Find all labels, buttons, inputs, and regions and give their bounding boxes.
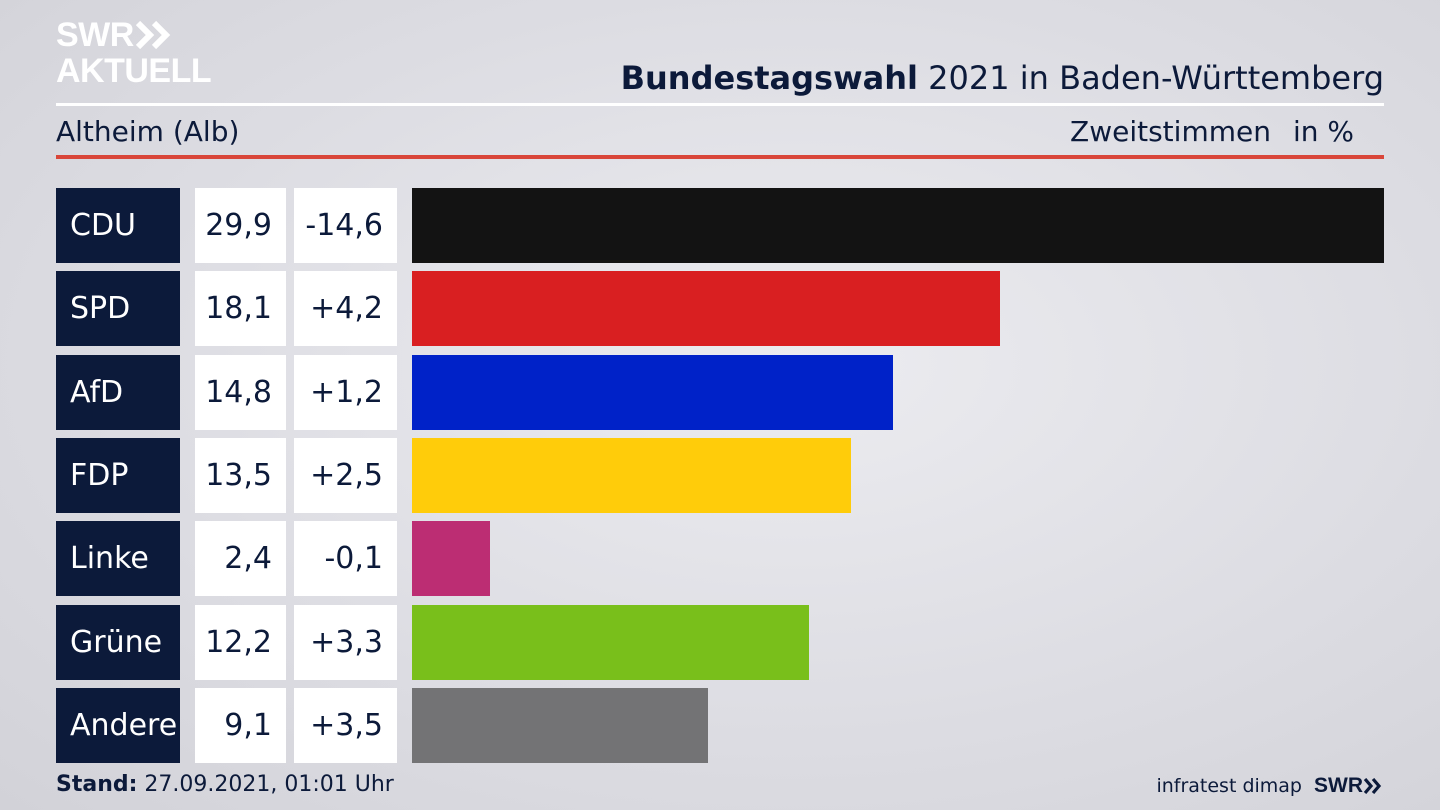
brand-chevron-icon [1364, 778, 1382, 794]
accent-divider [56, 155, 1384, 159]
double-chevron-icon [136, 21, 171, 49]
logo-line2: AKTUELL [56, 52, 212, 90]
party-label: FDP [56, 438, 180, 513]
footer-credits: infratest dimap SWR [1156, 772, 1384, 800]
measure-unit: in % [1292, 115, 1354, 148]
timestamp-label: Stand: [56, 772, 138, 797]
location-subtitle: Altheim (Alb) [56, 115, 240, 148]
bar-grüne [412, 605, 809, 680]
vote-share: 14,8 [195, 355, 286, 430]
result-row-afd: AfD 14,8 +1,2 [0, 355, 1440, 430]
measure-name: Zweitstimmen [1070, 115, 1271, 148]
party-label: CDU [56, 188, 180, 263]
chart-title-bold: Bundestagswahl [620, 59, 918, 97]
bar-cdu [412, 188, 1384, 263]
measure-label: Zweitstimmen in % [1070, 114, 1354, 150]
vote-share: 12,2 [195, 605, 286, 680]
bar-linke [412, 521, 490, 596]
vote-change: -0,1 [294, 521, 397, 596]
party-label: Linke [56, 521, 180, 596]
vote-change: +3,5 [294, 688, 397, 763]
vote-change: +1,2 [294, 355, 397, 430]
party-label: SPD [56, 271, 180, 346]
timestamp-value: 27.09.2021, 01:01 Uhr [137, 772, 394, 797]
result-row-grüne: Grüne 12,2 +3,3 [0, 605, 1440, 680]
result-row-spd: SPD 18,1 +4,2 [0, 271, 1440, 346]
vote-share: 2,4 [195, 521, 286, 596]
bar-andere [412, 688, 708, 763]
vote-change: +2,5 [294, 438, 397, 513]
swr-brand: SWR [1314, 774, 1363, 797]
result-row-linke: Linke 2,4 -0,1 [0, 521, 1440, 596]
timestamp: Stand: 27.09.2021, 01:01 Uhr [56, 770, 394, 800]
chart-title: Bundestagswahl 2021 in Baden-Württemberg [621, 58, 1384, 98]
data-source: infratest dimap [1156, 775, 1302, 797]
vote-share: 18,1 [195, 271, 286, 346]
bar-afd [412, 355, 893, 430]
party-label: Grüne [56, 605, 180, 680]
bar-spd [412, 271, 1000, 346]
vote-share: 9,1 [195, 688, 286, 763]
result-row-cdu: CDU 29,9 -14,6 [0, 188, 1440, 263]
header-divider [56, 103, 1384, 106]
vote-change: -14,6 [294, 188, 397, 263]
swr-aktuell-logo: SWR AKTUELL [56, 18, 226, 90]
logo-line1: SWR [56, 16, 134, 54]
result-row-fdp: FDP 13,5 +2,5 [0, 438, 1440, 513]
party-label: Andere [56, 688, 180, 763]
bar-fdp [412, 438, 851, 513]
vote-change: +3,3 [294, 605, 397, 680]
chart-title-rest: 2021 in Baden-Württemberg [917, 59, 1384, 97]
vote-change: +4,2 [294, 271, 397, 346]
vote-share: 29,9 [195, 188, 286, 263]
party-label: AfD [56, 355, 180, 430]
result-row-andere: Andere 9,1 +3,5 [0, 688, 1440, 763]
vote-share: 13,5 [195, 438, 286, 513]
